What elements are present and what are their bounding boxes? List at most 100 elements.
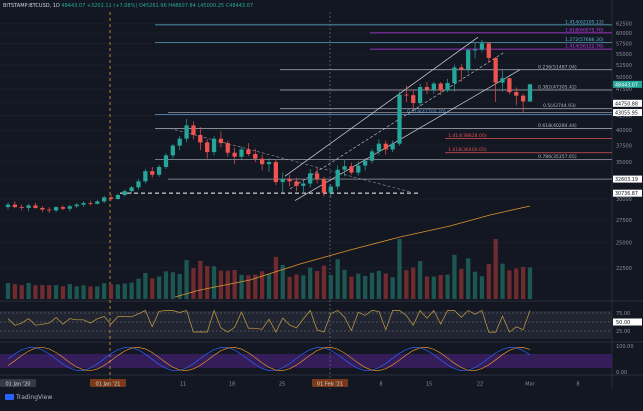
candle-body[interactable] (369, 151, 375, 161)
candle-body[interactable] (438, 83, 443, 91)
symbol-label[interactable]: BITSTAMP:BTCUSD, 1D (3, 3, 60, 9)
candle-body[interactable] (314, 173, 320, 180)
candle-body[interactable] (383, 143, 388, 150)
candle-body[interactable] (218, 138, 224, 144)
candle-body[interactable] (253, 154, 258, 159)
fib-level-label: 0.618(40284.44) (538, 123, 577, 129)
candle-body[interactable] (486, 43, 491, 58)
candle-body[interactable] (500, 78, 505, 83)
candle-body[interactable] (266, 162, 272, 165)
candle-body[interactable] (60, 207, 66, 209)
candle-body[interactable] (246, 149, 251, 155)
candle-body[interactable] (232, 152, 237, 157)
candle-body[interactable] (115, 195, 121, 199)
candle-body[interactable] (514, 92, 519, 96)
candle-body[interactable] (363, 160, 368, 166)
date-tick-label: Mar (525, 382, 535, 388)
candle-body[interactable] (466, 50, 471, 70)
candle-body[interactable] (404, 94, 409, 96)
candle-body[interactable] (301, 183, 306, 186)
candle-body[interactable] (397, 94, 402, 144)
candle-body[interactable] (452, 67, 457, 84)
candle-body[interactable] (342, 166, 347, 170)
candle-body[interactable] (95, 201, 100, 204)
candle-body[interactable] (211, 138, 217, 153)
candle-body[interactable] (5, 204, 11, 208)
candle-body[interactable] (102, 197, 107, 202)
volume-bar (205, 265, 210, 299)
candle-body[interactable] (493, 57, 498, 83)
candle-body[interactable] (260, 158, 265, 165)
volume-bar (486, 264, 491, 299)
candle-body[interactable] (280, 179, 285, 183)
price-badge[interactable] (613, 109, 642, 117)
candle-body[interactable] (205, 142, 210, 153)
candle-body[interactable] (156, 166, 162, 175)
candle-body[interactable] (479, 43, 485, 50)
candle-body[interactable] (81, 203, 86, 205)
candle-body[interactable] (177, 138, 182, 146)
candle-body[interactable] (163, 155, 169, 167)
price-badge[interactable] (613, 80, 642, 88)
candle-body[interactable] (507, 78, 512, 93)
volume-bar (507, 270, 512, 299)
candle-body[interactable] (88, 203, 93, 204)
price-tick-label: 57500 (616, 41, 632, 47)
candle-body[interactable] (150, 171, 155, 175)
candle-body[interactable] (191, 125, 196, 135)
price-tick-label: 35000 (616, 160, 632, 166)
candle-body[interactable] (47, 209, 52, 211)
candle-body[interactable] (26, 205, 31, 208)
price-badge[interactable] (613, 99, 642, 107)
candle-body[interactable] (136, 181, 141, 188)
volume-bar (5, 282, 11, 299)
candle-body[interactable] (170, 145, 175, 156)
fib-level-label: 0.5(43744.93) (543, 103, 576, 109)
candle-body[interactable] (321, 179, 327, 193)
candle-body[interactable] (108, 197, 114, 199)
candle-body[interactable] (273, 162, 278, 183)
candle-body[interactable] (53, 207, 59, 211)
candle-body[interactable] (198, 134, 203, 143)
candle-body[interactable] (431, 83, 436, 90)
candle-body[interactable] (19, 207, 24, 208)
candle-body[interactable] (335, 169, 340, 187)
price-tick-label: 50000 (616, 75, 632, 81)
price-badge-label: 44750.88 (615, 101, 638, 107)
candle-body[interactable] (40, 207, 45, 210)
candle-body[interactable] (472, 49, 478, 51)
price-badge[interactable] (613, 189, 642, 197)
candle-body[interactable] (459, 67, 464, 70)
candle-body[interactable] (390, 143, 395, 150)
candle-body[interactable] (74, 204, 79, 207)
candle-body[interactable] (521, 95, 526, 102)
candle-body[interactable] (417, 87, 423, 104)
candle-body[interactable] (33, 205, 38, 208)
date-tick-label: 01 Feb '21 (317, 382, 343, 388)
stoch-level-label: 100.00 (616, 344, 634, 350)
volume-bar (314, 271, 320, 299)
candle-body[interactable] (239, 149, 244, 157)
candle-body[interactable] (308, 173, 313, 184)
candle-body[interactable] (328, 186, 333, 193)
candle-body[interactable] (376, 143, 382, 152)
candle-body[interactable] (527, 84, 533, 102)
candle-body[interactable] (287, 179, 292, 182)
candle-body[interactable] (67, 206, 72, 209)
candle-body[interactable] (143, 171, 148, 182)
candle-body[interactable] (12, 204, 17, 208)
price-tick-label: 37500 (616, 144, 632, 150)
price-badge[interactable] (613, 175, 642, 183)
candle-body[interactable] (294, 181, 299, 186)
candle-body[interactable] (411, 95, 416, 104)
candle-body[interactable] (356, 165, 361, 173)
candle-body[interactable] (225, 143, 230, 153)
candle-body[interactable] (445, 83, 450, 91)
candle-body[interactable] (424, 87, 430, 90)
tradingview-logo[interactable]: TradingView (5, 394, 52, 402)
candle-body[interactable] (349, 166, 354, 173)
candle-body[interactable] (129, 187, 134, 192)
candle-body[interactable] (184, 125, 189, 139)
candle-body[interactable] (122, 191, 127, 196)
